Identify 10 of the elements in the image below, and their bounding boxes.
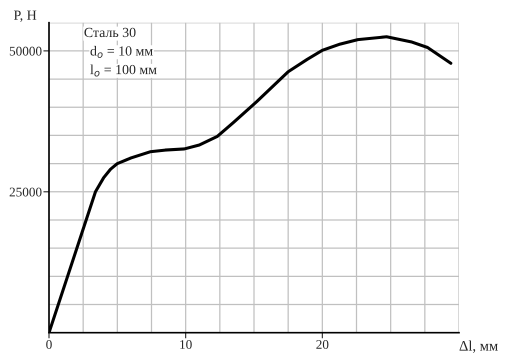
annotation: d$_{o}$ = 10 мм <box>90 46 153 58</box>
annotation: Сталь 30 <box>84 28 136 38</box>
annotation: l$_{o}$ = 100 мм <box>90 64 157 77</box>
y-axis-title: P, Н <box>14 10 36 22</box>
x-tick-label: 0 <box>46 340 52 349</box>
y-tick-label: 25000 <box>10 188 42 196</box>
x-tick-label: 20 <box>316 340 328 349</box>
y-tick-label: 50000 <box>10 46 42 56</box>
x-tick-label: 10 <box>180 340 192 349</box>
x-axis-title: Δl, мм <box>460 340 498 353</box>
